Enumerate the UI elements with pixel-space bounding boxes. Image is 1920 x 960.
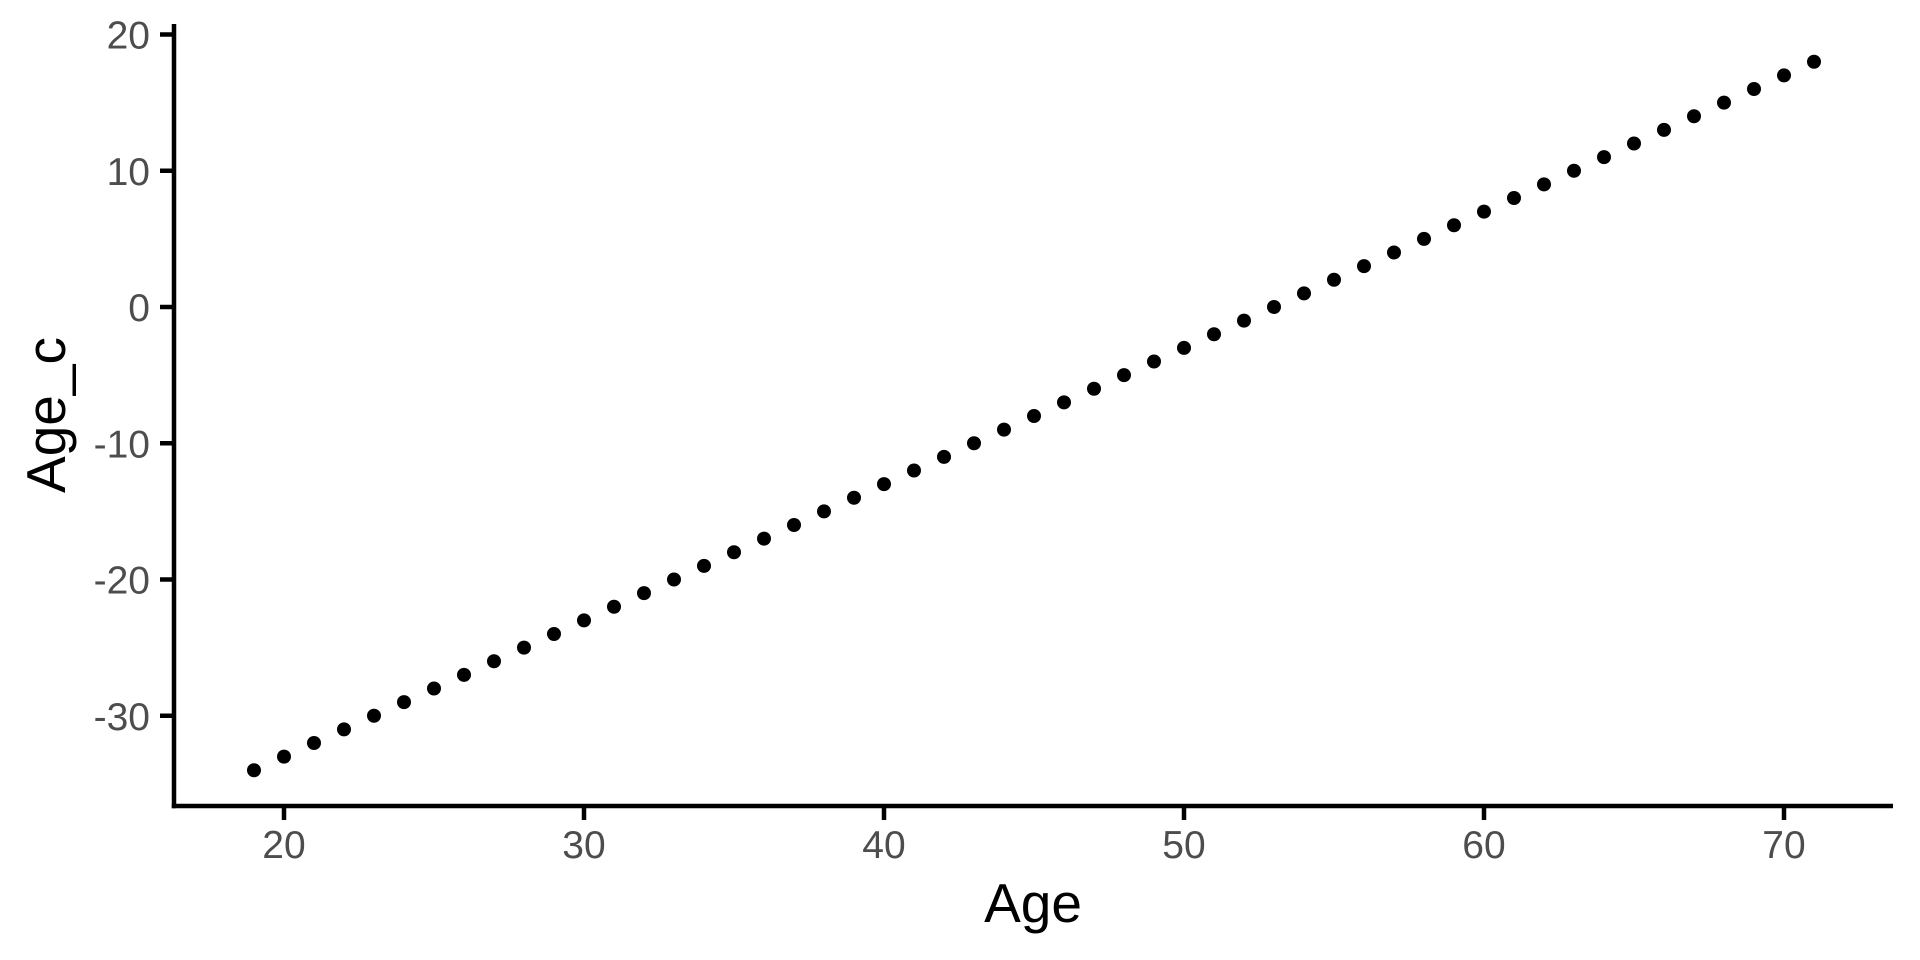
- data-point: [847, 490, 861, 505]
- data-point: [397, 695, 411, 710]
- data-point: [457, 667, 471, 682]
- data-point: [1237, 313, 1251, 328]
- data-point: [517, 640, 531, 655]
- data-point: [487, 654, 501, 669]
- data-point: [997, 422, 1011, 437]
- data-point: [1777, 68, 1791, 83]
- data-point: [1387, 245, 1401, 260]
- data-point: [1507, 191, 1521, 205]
- data-point: [577, 613, 591, 628]
- y-tick-label: 10: [107, 151, 150, 194]
- data-point: [1807, 54, 1821, 69]
- data-point: [307, 736, 321, 750]
- data-point: [1567, 163, 1581, 178]
- x-tick-label: 70: [1762, 824, 1805, 867]
- data-point: [1717, 95, 1731, 110]
- data-point: [547, 627, 561, 641]
- x-tick-label: 60: [1462, 824, 1505, 867]
- x-tick-label: 50: [1162, 824, 1205, 867]
- data-point: [1147, 354, 1161, 369]
- data-point: [1597, 150, 1611, 165]
- data-point: [1447, 218, 1461, 233]
- data-point: [247, 763, 261, 778]
- data-point: [1027, 409, 1041, 423]
- data-point: [727, 545, 741, 560]
- data-point: [667, 572, 681, 587]
- data-point: [937, 449, 951, 464]
- points-layer: [247, 54, 1821, 778]
- y-tick-label: 0: [128, 287, 150, 330]
- data-point: [1207, 327, 1221, 342]
- data-point: [277, 749, 291, 764]
- data-point: [637, 586, 651, 601]
- y-axis-title: Age_c: [15, 337, 77, 493]
- x-axis-title: Age: [984, 872, 1082, 934]
- data-point: [907, 463, 921, 478]
- data-point: [817, 504, 831, 519]
- data-point: [1627, 136, 1641, 151]
- data-point: [967, 436, 981, 451]
- data-point: [1357, 259, 1371, 274]
- x-tick-label: 20: [262, 824, 305, 867]
- data-point: [427, 681, 441, 696]
- x-tick-label: 30: [562, 824, 605, 867]
- data-point: [1477, 204, 1491, 219]
- y-tick-label: -10: [94, 423, 150, 466]
- data-point: [1057, 395, 1071, 410]
- data-point: [1417, 231, 1431, 246]
- data-point: [1657, 122, 1671, 137]
- data-point: [367, 708, 381, 723]
- data-point: [1327, 272, 1341, 287]
- data-point: [1117, 368, 1131, 383]
- data-point: [1297, 286, 1311, 301]
- data-point: [1537, 177, 1551, 192]
- data-point: [1267, 300, 1281, 314]
- data-point: [337, 722, 351, 737]
- data-point: [787, 518, 801, 532]
- x-tick-label: 40: [862, 824, 905, 867]
- data-point: [1177, 340, 1191, 355]
- data-point: [607, 599, 621, 614]
- data-point: [1687, 109, 1701, 124]
- y-tick-label: -20: [94, 560, 150, 603]
- y-tick-label: -30: [94, 696, 150, 739]
- y-tick-label: 20: [107, 15, 150, 58]
- data-point: [757, 531, 771, 546]
- data-point: [697, 558, 711, 573]
- data-point: [1087, 381, 1101, 396]
- axes-layer: 20 10 0 -10 -20 -30 20 30 40 50 60 70: [94, 15, 1893, 867]
- data-point: [877, 477, 891, 492]
- data-point: [1747, 82, 1761, 96]
